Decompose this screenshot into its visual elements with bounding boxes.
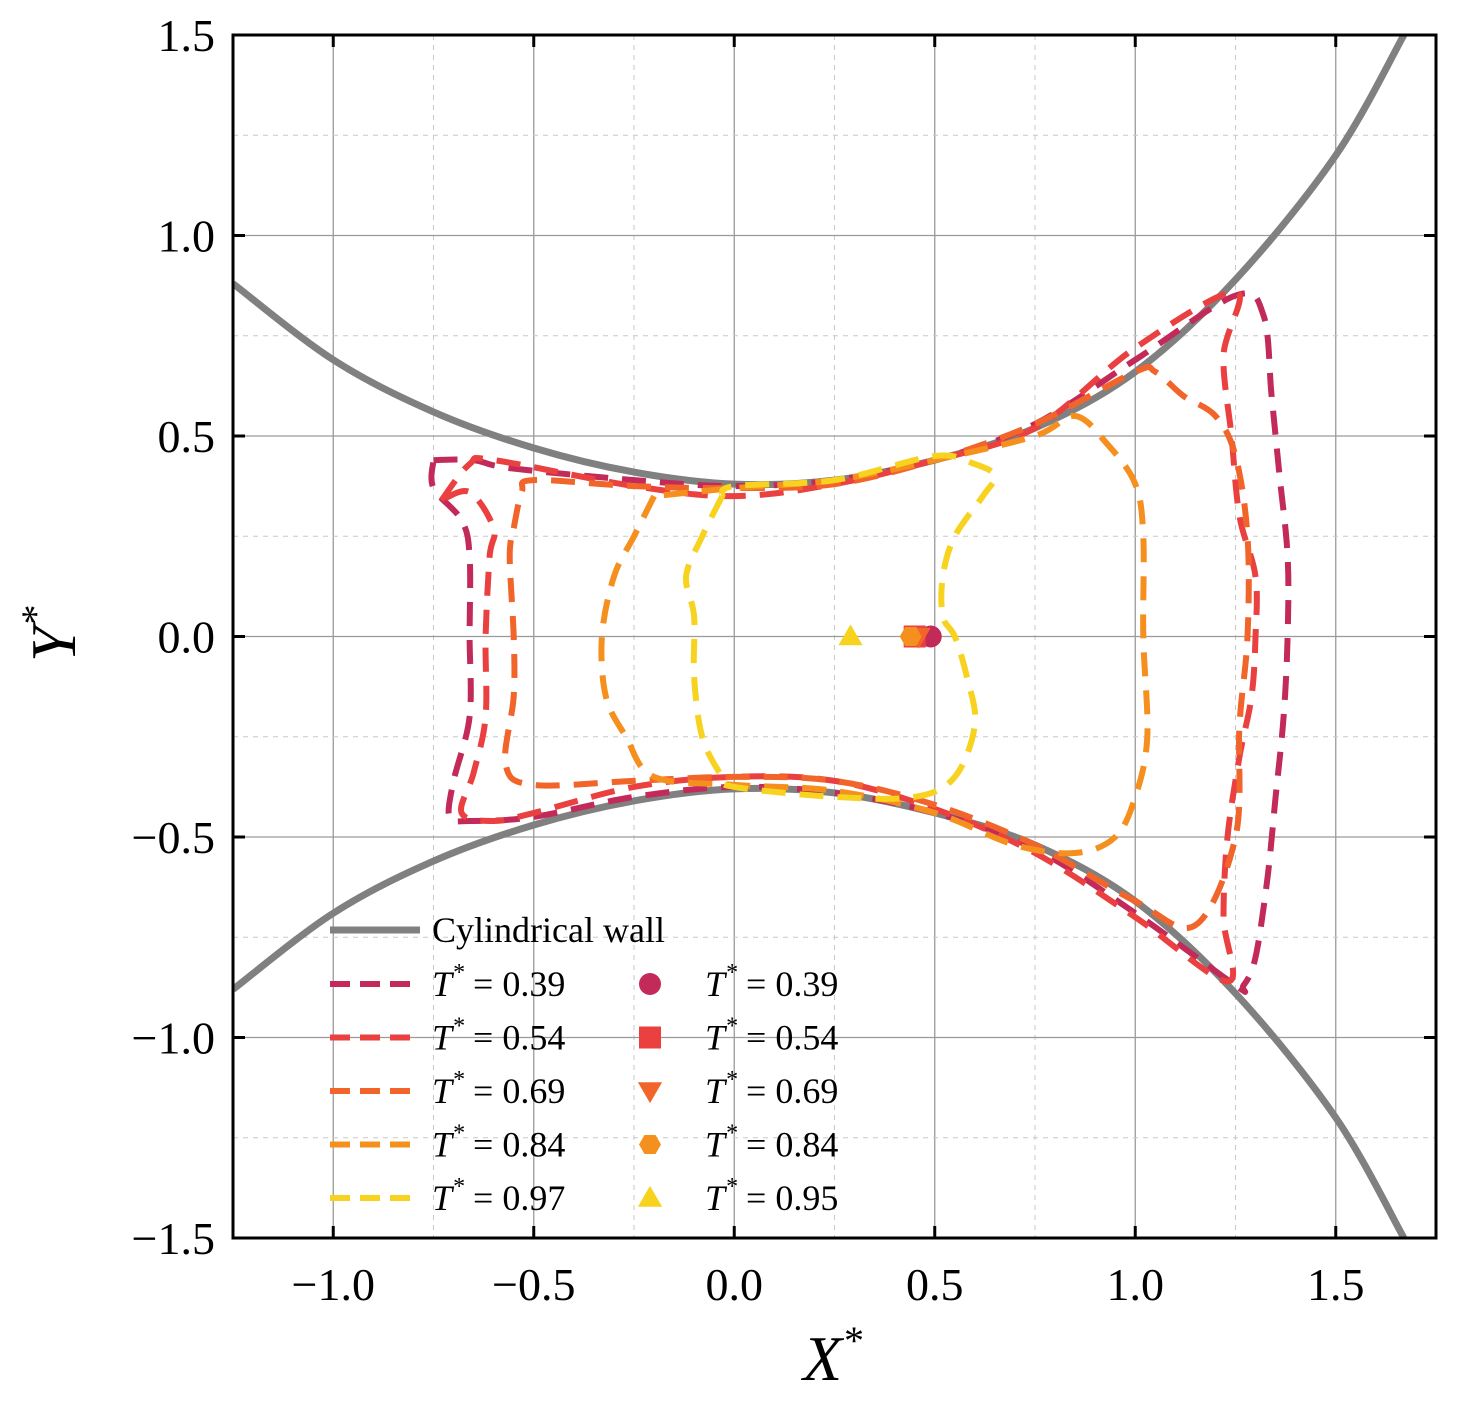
legend-marker-label-1: T* = 0.54: [705, 1014, 838, 1058]
x-tick-label: −1.0: [292, 1259, 375, 1310]
x-axis-label: X: [800, 1323, 845, 1394]
legend-marker-label-1-symbol: T: [705, 1018, 728, 1058]
legend-marker-swatch-4: [637, 1185, 663, 1207]
legend-marker-label-2-symbol: T: [705, 1071, 728, 1111]
y-tick-label: −0.5: [132, 812, 215, 863]
legend-marker-label-2: T* = 0.69: [705, 1067, 838, 1111]
legend-series-label-1-superscript: *: [452, 1014, 464, 1040]
legend-series-label-2-value: = 0.69: [464, 1071, 565, 1111]
legend-marker-swatch-1: [639, 1026, 661, 1049]
legend-series-label-3-value: = 0.84: [464, 1125, 565, 1165]
legend-series-label-4-superscript: *: [452, 1174, 464, 1200]
x-tick-label: 1.0: [1107, 1259, 1165, 1310]
legend-marker-label-0-value: = 0.39: [737, 964, 838, 1004]
legend: Cylindrical wall T* = 0.39T* = 0.54T* = …: [330, 910, 838, 1218]
legend-marker-label-3-value: = 0.84: [737, 1125, 838, 1165]
legend-series-label-0-value: = 0.39: [464, 964, 565, 1004]
legend-wall-label: Cylindrical wall: [432, 910, 665, 950]
series-line-4: [683, 452, 999, 802]
legend-marker-label-3-superscript: *: [725, 1121, 737, 1147]
y-tick-label: 1.0: [158, 211, 216, 262]
legend-series-label-2-superscript: *: [452, 1067, 464, 1093]
legend-marker-label-3-symbol: T: [705, 1125, 728, 1165]
marker-group: [838, 624, 942, 649]
legend-marker-label-3: T* = 0.84: [705, 1121, 838, 1165]
legend-series-label-0-superscript: *: [452, 960, 464, 986]
y-tick-label: 0.0: [158, 612, 216, 663]
series-line-3: [598, 412, 1151, 857]
legend-series-label-4: T* = 0.97: [432, 1174, 565, 1218]
x-tick-label: −0.5: [492, 1259, 575, 1310]
legend-marker-label-1-superscript: *: [725, 1014, 737, 1040]
legend-series-label-3-superscript: *: [452, 1121, 464, 1147]
y-tick-label: −1.0: [132, 1013, 215, 1064]
x-axis-superscript: *: [842, 1318, 862, 1363]
grid: [232, 34, 1436, 1239]
legend-marker-swatch-3: [639, 1135, 661, 1154]
data-marker-4: [838, 624, 863, 646]
legend-marker-label-1-value: = 0.54: [737, 1018, 838, 1058]
x-tick-label: 0.5: [906, 1259, 964, 1310]
legend-marker-swatch-0: [639, 973, 661, 995]
legend-series-label-2-symbol: T: [432, 1071, 455, 1111]
legend-series-label-1: T* = 0.54: [432, 1014, 565, 1058]
series-line-2: [502, 363, 1252, 932]
legend-marker-label-0-superscript: *: [725, 960, 737, 986]
legend-marker-label-4: T* = 0.95: [705, 1174, 838, 1218]
legend-marker-label-4-superscript: *: [725, 1174, 737, 1200]
series-line-0: [428, 290, 1292, 995]
y-tick-label: 0.5: [158, 411, 216, 462]
legend-series-label-3-symbol: T: [432, 1125, 455, 1165]
y-axis-superscript: *: [13, 606, 58, 626]
legend-marker-label-2-value: = 0.69: [737, 1071, 838, 1111]
ticks: [233, 33, 1436, 1240]
legend-series-label-4-symbol: T: [432, 1178, 455, 1218]
x-tick-label: 1.5: [1307, 1259, 1365, 1310]
x-tick-label: 0.0: [706, 1259, 764, 1310]
data-marker-3: [899, 627, 922, 646]
y-axis-label: Y: [18, 620, 89, 662]
y-axis-title: Y*: [13, 606, 89, 662]
x-axis-title: X*: [800, 1318, 862, 1394]
legend-series-label-2: T* = 0.69: [432, 1067, 565, 1111]
legend-marker-label-4-symbol: T: [705, 1178, 728, 1218]
x-tick-labels: −1.0 −0.5 0.0 0.5 1.0 1.5: [292, 1259, 1365, 1310]
legend-marker-swatch-2: [637, 1082, 663, 1104]
legend-series-label-0-symbol: T: [432, 964, 455, 1004]
legend-marker-label-0: T* = 0.39: [705, 960, 838, 1004]
legend-series-label-1-value: = 0.54: [464, 1018, 565, 1058]
legend-series-label-1-symbol: T: [432, 1018, 455, 1058]
legend-marker-label-0-symbol: T: [705, 964, 728, 1004]
legend-series-label-0: T* = 0.39: [432, 960, 565, 1004]
series-group: [428, 288, 1292, 995]
legend-series-label-4-value: = 0.97: [464, 1178, 565, 1218]
y-tick-labels: −1.5 −1.0 −0.5 0.0 0.5 1.0 1.5: [132, 10, 215, 1264]
legend-series-label-3: T* = 0.84: [432, 1121, 565, 1165]
y-tick-label: −1.5: [132, 1213, 215, 1264]
legend-marker-label-4-value: = 0.95: [737, 1178, 838, 1218]
y-tick-label: 1.5: [158, 10, 216, 61]
legend-marker-label-2-superscript: *: [725, 1067, 737, 1093]
